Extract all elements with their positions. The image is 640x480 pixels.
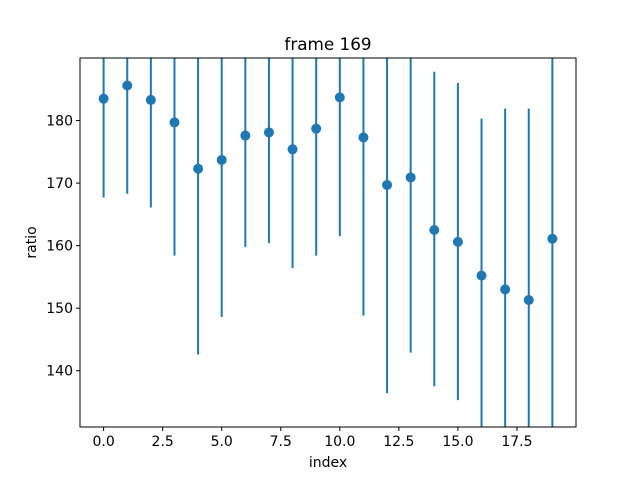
data-point: [382, 179, 393, 190]
data-point: [358, 132, 369, 143]
data-point: [311, 123, 322, 134]
chart-title: frame 169: [284, 34, 371, 54]
x-axis-label: index: [309, 455, 347, 471]
data-point: [405, 172, 416, 183]
y-tick-label: 140: [46, 364, 73, 380]
data-point: [429, 224, 440, 235]
data-point: [287, 144, 298, 155]
x-tick-label: 17.5: [501, 434, 532, 450]
data-point: [122, 80, 133, 91]
x-tick-label: 10.0: [324, 434, 355, 450]
data-point: [334, 92, 345, 103]
data-point: [216, 154, 227, 165]
data-point: [500, 284, 511, 295]
y-tick-label: 180: [46, 114, 73, 130]
data-point: [240, 130, 251, 141]
y-tick-label: 170: [46, 176, 73, 192]
data-point: [145, 94, 156, 105]
data-point: [169, 117, 180, 128]
data-point: [547, 233, 558, 244]
y-axis-ticks: 140 150 160 170 180: [46, 114, 80, 380]
x-tick-label: 5.0: [211, 434, 233, 450]
x-tick-label: 12.5: [383, 434, 414, 450]
data-point: [476, 270, 487, 281]
x-tick-label: 2.5: [152, 434, 174, 450]
plot-frame: [79, 57, 577, 428]
x-axis-ticks: 0.0 2.5 5.0 7.5 10.0 12.5 15.0 17.5: [92, 427, 533, 450]
data-point: [263, 127, 274, 138]
y-tick-label: 150: [46, 301, 73, 317]
data-point: [452, 236, 463, 247]
data-point: [98, 93, 109, 104]
x-tick-label: 7.5: [270, 434, 292, 450]
x-tick-label: 0.0: [92, 434, 114, 450]
data-points: [98, 80, 558, 306]
y-axis-label: ratio: [24, 226, 40, 258]
data-point: [193, 163, 204, 174]
y-tick-label: 160: [46, 239, 73, 255]
data-point: [523, 295, 534, 306]
x-tick-label: 15.0: [442, 434, 473, 450]
